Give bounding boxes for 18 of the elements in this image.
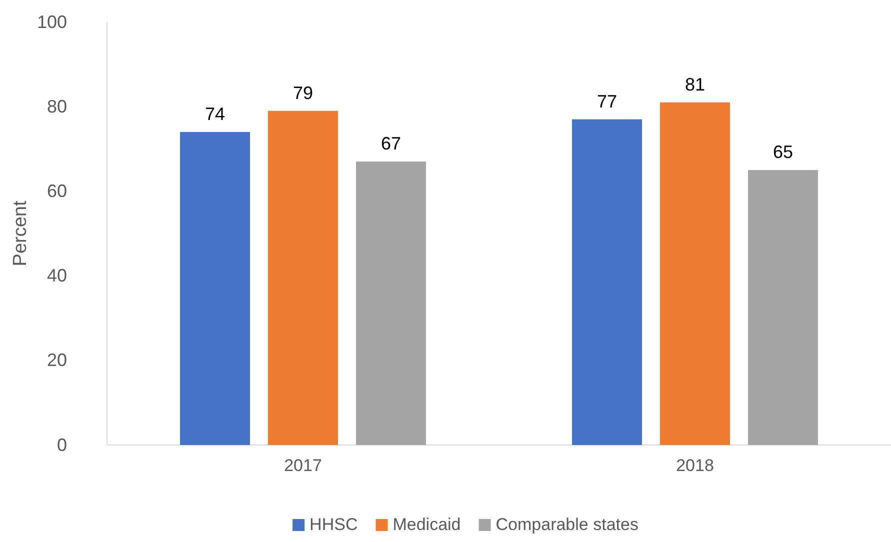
y-tick-label: 0 <box>56 434 67 455</box>
y-tick-label: 20 <box>46 350 67 370</box>
data-label: 65 <box>772 142 794 162</box>
x-tick-label: 2017 <box>284 456 322 476</box>
data-label: 67 <box>380 134 402 154</box>
y-tick-label: 80 <box>46 96 67 116</box>
data-label: 81 <box>684 74 706 94</box>
data-label: 74 <box>204 104 226 124</box>
y-axis-title: Percent <box>10 200 31 266</box>
y-tick-label: 100 <box>36 12 67 32</box>
legend-label: Medicaid <box>392 515 461 534</box>
legend-label: Comparable states <box>496 515 638 534</box>
y-tick-label: 60 <box>46 180 67 201</box>
data-label: 79 <box>292 82 314 103</box>
legend-label: HHSC <box>310 515 358 534</box>
data-label: 77 <box>596 91 618 112</box>
y-tick-label: 40 <box>46 266 67 286</box>
x-tick-label: 2018 <box>676 456 714 476</box>
